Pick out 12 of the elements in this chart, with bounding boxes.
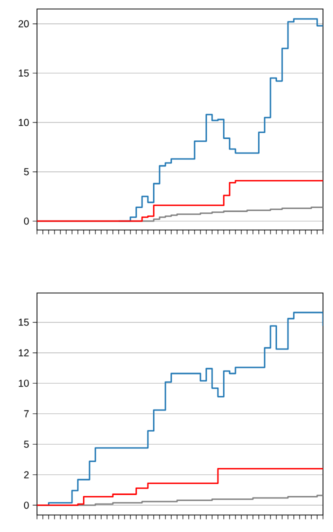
y-tick-label: 12 bbox=[18, 349, 29, 356]
y-tick-label: 2 bbox=[24, 471, 29, 478]
y-tick-label: 7 bbox=[24, 410, 29, 418]
y-tick-label: 0 bbox=[24, 502, 29, 509]
y-tick-label: 5 bbox=[24, 168, 29, 176]
y-tick-label: 15 bbox=[18, 318, 29, 326]
y-tick-label: 15 bbox=[18, 70, 29, 77]
y-tick-label: 10 bbox=[18, 118, 29, 126]
y-tick-label: 0 bbox=[24, 218, 29, 225]
y-tick-label: 5 bbox=[24, 440, 29, 448]
y-tick-label: 10 bbox=[18, 380, 29, 387]
y-tick-label: 20 bbox=[18, 20, 29, 28]
